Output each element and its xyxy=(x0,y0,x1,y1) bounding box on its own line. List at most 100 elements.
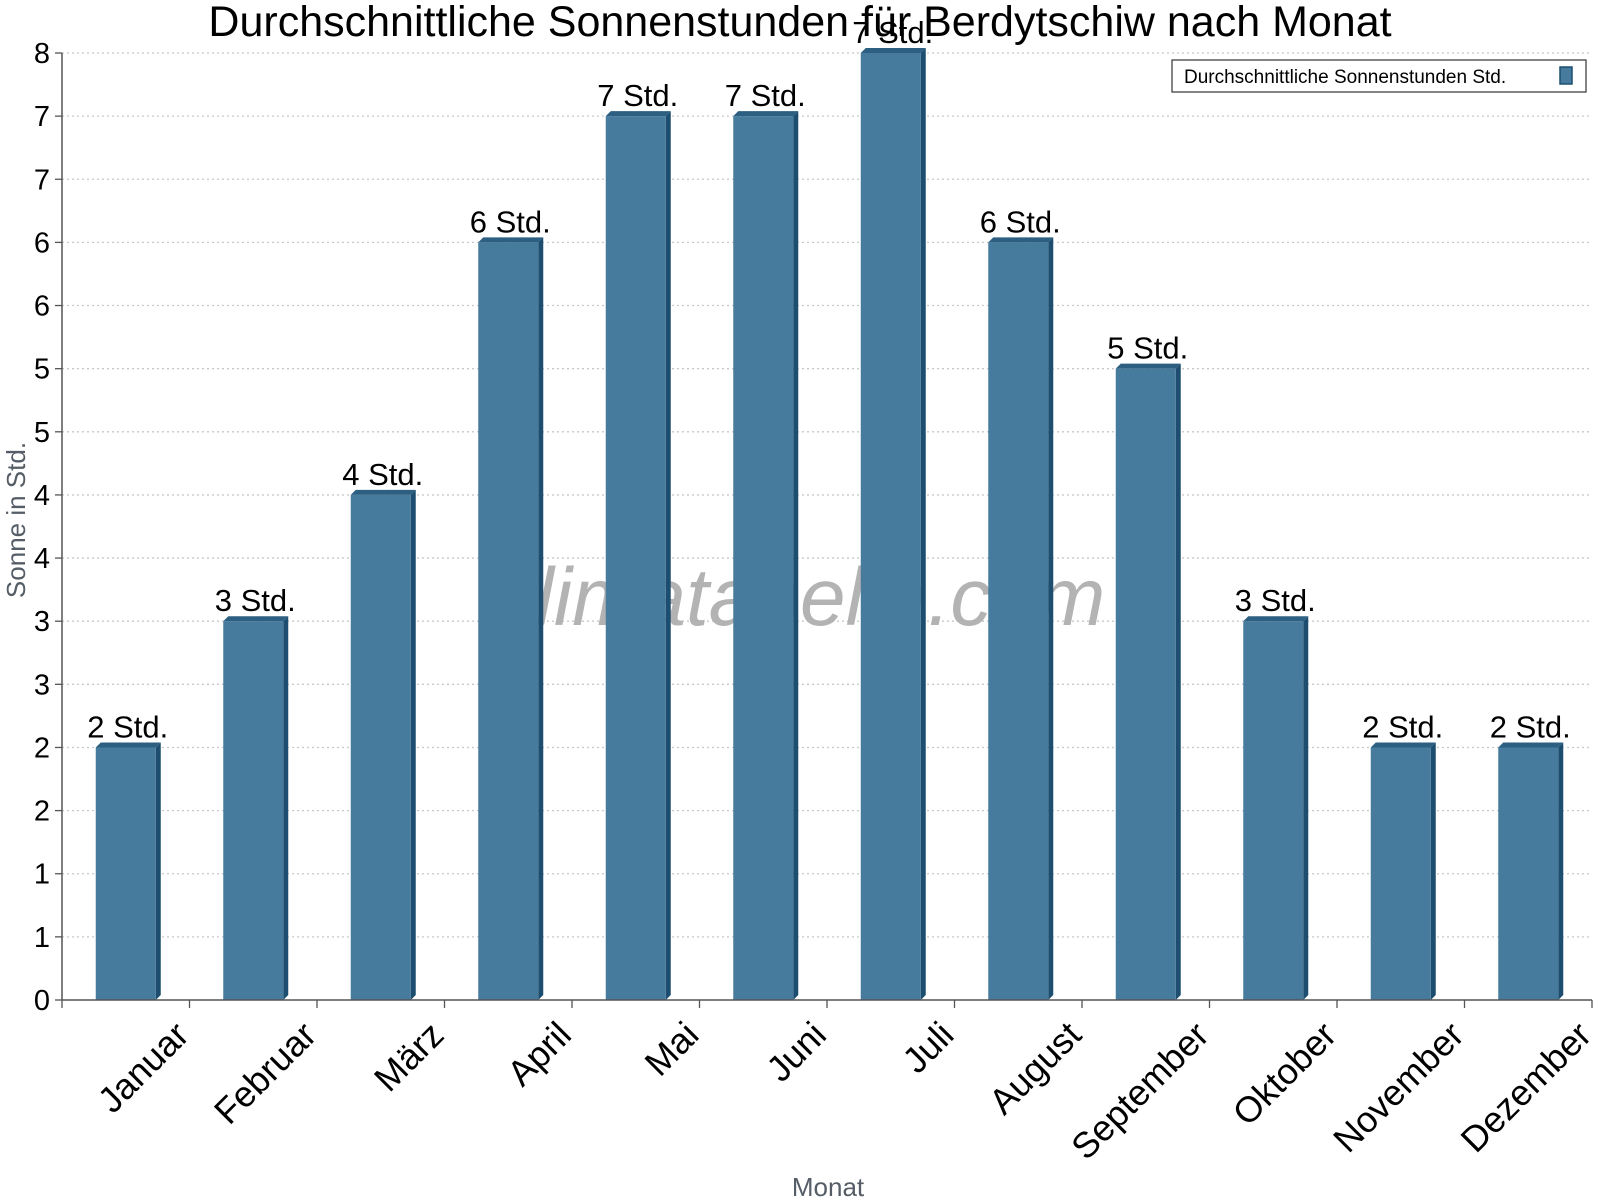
bar xyxy=(223,616,289,1000)
bar-top xyxy=(1498,742,1564,748)
bar xyxy=(605,111,671,1001)
bar-side xyxy=(283,616,289,1000)
y-tick-label: 4 xyxy=(34,480,50,512)
bar-side xyxy=(793,111,799,1001)
bar-side xyxy=(1430,742,1436,1000)
bar-front xyxy=(1370,747,1431,1000)
bar-side xyxy=(920,48,926,1000)
bar-value-label: 4 Std. xyxy=(342,457,423,492)
bar-value-label: 6 Std. xyxy=(470,204,551,239)
x-tick-label: September xyxy=(1063,1014,1217,1168)
bar xyxy=(1498,742,1564,1000)
bar-front xyxy=(733,116,794,1001)
y-tick-labels: 0 1 1 2 2 3 3 4 4 5 5 6 6 7 7 8 xyxy=(34,38,50,1017)
bar-front xyxy=(988,242,1049,1000)
bar-top xyxy=(350,489,416,495)
y-tick-label: 6 xyxy=(34,291,50,323)
bars xyxy=(95,48,1564,1001)
y-tick-label: 2 xyxy=(34,796,50,828)
bar-side xyxy=(155,742,161,1000)
bar-front xyxy=(478,242,539,1000)
bar-value-label: 2 Std. xyxy=(1490,709,1571,744)
bar-front xyxy=(605,116,666,1001)
x-tick-label: August xyxy=(981,1014,1089,1122)
y-tick-label: 0 xyxy=(34,985,50,1017)
x-tick-label: April xyxy=(499,1014,579,1094)
x-tick-label: Dezember xyxy=(1453,1014,1599,1160)
legend: Durchschnittliche Sonnenstunden Std. xyxy=(1171,59,1587,93)
bar-top xyxy=(1115,363,1181,369)
bar-value-label: 2 Std. xyxy=(1362,709,1443,744)
bar-value-label: 5 Std. xyxy=(1107,331,1188,366)
bar xyxy=(95,742,161,1000)
chart-title: Durchschnittliche Sonnenstunden für Berd… xyxy=(208,0,1391,46)
bar-side xyxy=(1303,616,1309,1000)
x-tick-label: März xyxy=(366,1014,452,1100)
legend-swatch xyxy=(1559,66,1573,85)
bar-side xyxy=(410,489,416,1000)
y-tick-label: 3 xyxy=(34,669,50,701)
x-tick-label: Juli xyxy=(894,1014,961,1081)
bar-top xyxy=(1370,742,1436,748)
bar xyxy=(350,489,416,1000)
bar xyxy=(1115,363,1181,1001)
y-tick-label: 6 xyxy=(34,227,50,259)
y-tick-label: 4 xyxy=(34,543,50,575)
y-tick-label: 3 xyxy=(34,606,50,638)
y-tick-label: 1 xyxy=(34,922,50,954)
bar xyxy=(1243,616,1309,1000)
y-tick-label: 7 xyxy=(34,101,50,133)
bar xyxy=(860,48,926,1000)
axes xyxy=(55,52,1593,1008)
bar-top xyxy=(988,237,1054,243)
bar-top xyxy=(1243,616,1309,622)
bar-top xyxy=(223,616,289,622)
bar-value-label: 3 Std. xyxy=(1235,583,1316,618)
bar-side xyxy=(1175,363,1181,1001)
bar xyxy=(1370,742,1436,1000)
bar-top xyxy=(478,237,544,243)
legend-box xyxy=(1171,59,1587,93)
bar-front xyxy=(223,621,284,1000)
bar-front xyxy=(1115,368,1176,1001)
legend-series-label: Durchschnittliche Sonnenstunden Std. xyxy=(1184,67,1506,88)
x-tick-label: Mai xyxy=(636,1014,706,1084)
bar-side xyxy=(1558,742,1564,1000)
bar-side xyxy=(538,237,544,1000)
bar xyxy=(988,237,1054,1000)
y-tick-label: 2 xyxy=(34,732,50,764)
y-tick-label: 5 xyxy=(34,417,50,449)
bar-front xyxy=(1243,621,1304,1000)
bar-value-labels: 2 Std. 3 Std. 4 Std. 6 Std. 7 Std. 7 Std. 7 St… xyxy=(87,15,1571,744)
bar-value-label: 6 Std. xyxy=(980,204,1061,239)
gridlines xyxy=(62,52,1592,938)
y-tick-label: 8 xyxy=(34,38,50,70)
bar-top xyxy=(860,48,926,53)
x-tick-labels: Januar Februar März April Mai Juni Juli AugustS… xyxy=(90,1014,1599,1168)
bar-top xyxy=(605,111,671,117)
bar-front xyxy=(860,53,921,1000)
x-tick-label: Februar xyxy=(206,1014,324,1132)
bar-front xyxy=(1498,747,1559,1000)
y-tick-label: 1 xyxy=(34,859,50,891)
bar-front xyxy=(350,494,411,1000)
bar-top xyxy=(733,111,799,117)
x-axis-title: Monat xyxy=(792,1172,865,1200)
x-tick-label: Oktober xyxy=(1224,1014,1344,1134)
bar-side xyxy=(665,111,671,1001)
bar-front xyxy=(95,747,156,1000)
y-axis-title: Sonne in Std. xyxy=(1,442,31,598)
bar-value-label: 7 Std. xyxy=(852,15,933,50)
bar-side xyxy=(1048,237,1054,1000)
bar-value-label: 7 Std. xyxy=(725,78,806,113)
bar-value-label: 7 Std. xyxy=(597,78,678,113)
bar-value-label: 3 Std. xyxy=(215,583,296,618)
bar-top xyxy=(95,742,161,748)
y-tick-label: 7 xyxy=(34,164,50,196)
bar-value-label: 2 Std. xyxy=(87,709,168,744)
bar xyxy=(733,111,799,1001)
y-tick-label: 5 xyxy=(34,354,50,386)
x-tick-label: Juni xyxy=(758,1014,834,1090)
bar xyxy=(478,237,544,1000)
